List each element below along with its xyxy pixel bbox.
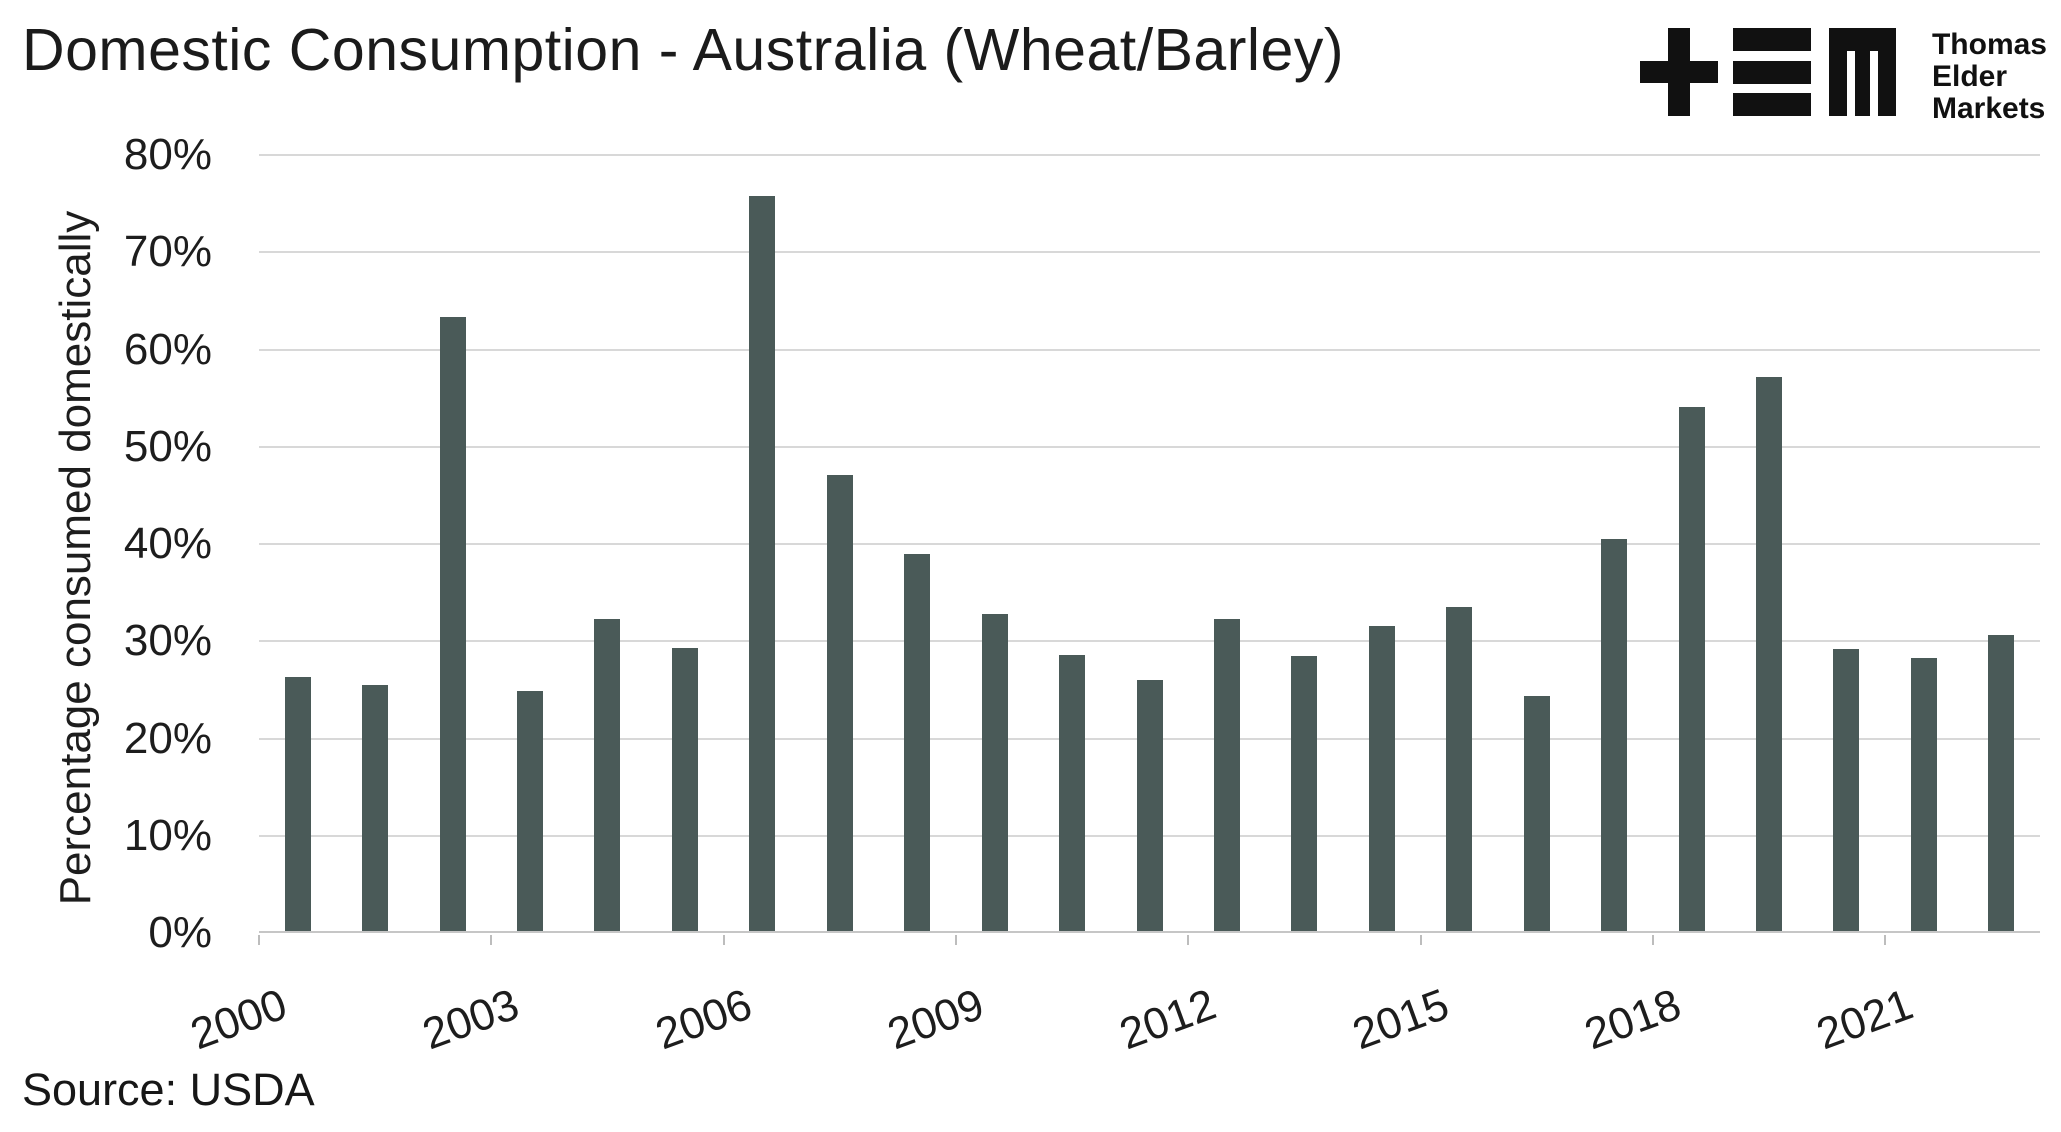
bar-2022 xyxy=(1988,635,2015,931)
bar-2011 xyxy=(1136,680,1163,931)
gridline xyxy=(259,251,2040,254)
bar-stroke xyxy=(1732,60,1811,84)
x-tick-label: 2012 xyxy=(1113,979,1223,1060)
x-tick-mark xyxy=(258,935,260,945)
bar-2015 xyxy=(1446,607,1473,931)
tem-logo-triple-bar-icon xyxy=(1732,28,1811,116)
x-tick-label: 2009 xyxy=(881,979,991,1060)
bar-2002 xyxy=(439,317,466,931)
gridline xyxy=(259,543,2040,545)
y-tick-label: 30% xyxy=(123,616,212,666)
x-tick-mark xyxy=(1651,935,1654,945)
x-tick-label: 2015 xyxy=(1345,979,1455,1060)
gridline xyxy=(259,154,2040,156)
y-axis-labels: 0% 10% 20% 30% 40% 50% 60% 70% 80% xyxy=(0,130,212,957)
logo-line-markets: Markets xyxy=(1931,92,2046,125)
tem-logo: Thomas Elder Markets xyxy=(1639,28,2047,125)
x-tick-label: 2021 xyxy=(1810,979,1920,1060)
x-tick-mark xyxy=(954,935,957,945)
x-tick-mark xyxy=(490,935,493,945)
bar-2021 xyxy=(1910,657,1937,931)
bar-2007 xyxy=(826,474,853,931)
x-tick-mark xyxy=(722,935,725,945)
bar-2004 xyxy=(594,618,621,931)
y-tick-label: 40% xyxy=(123,519,212,568)
bar-2017 xyxy=(1601,539,1628,931)
source-note: Source: USDA xyxy=(22,1064,315,1115)
bar-2009 xyxy=(981,613,1008,931)
logo-line-elder: Elder xyxy=(1931,60,2007,93)
bar-2012 xyxy=(1213,618,1240,931)
x-tick-label: 2006 xyxy=(649,979,758,1060)
bar-stroke xyxy=(1732,93,1811,116)
chart-title: Domestic Consumption - Australia (Wheat/… xyxy=(22,17,1344,83)
y-tick-label: 20% xyxy=(123,713,212,763)
plot-area xyxy=(259,154,2040,933)
y-tick-label: 50% xyxy=(123,421,212,471)
bar-2008 xyxy=(904,553,931,931)
bar-2016 xyxy=(1523,695,1550,931)
y-tick-label: 80% xyxy=(123,130,212,179)
bar-2001 xyxy=(362,684,389,931)
y-tick-label: 60% xyxy=(123,324,212,374)
y-tick-label: 10% xyxy=(123,810,212,860)
bar-2005 xyxy=(671,648,698,931)
bar-2020 xyxy=(1833,648,1860,931)
bar-2003 xyxy=(517,690,544,931)
gridline xyxy=(259,445,2040,448)
y-tick-label: 0% xyxy=(148,908,212,957)
bar-stroke xyxy=(1732,28,1811,51)
x-tick-mark xyxy=(1419,935,1422,945)
tem-logo-wordmark: Thomas Elder Markets xyxy=(1932,28,2047,125)
gridline xyxy=(259,640,2040,643)
x-tick-mark xyxy=(1187,935,1190,945)
plus-horizontal-bar xyxy=(1639,61,1718,83)
x-tick-mark xyxy=(1884,935,1887,945)
logo-line-thomas: Thomas xyxy=(1931,28,2047,61)
bar-2006 xyxy=(749,195,776,931)
m-notch xyxy=(1846,51,1855,116)
bar-2018 xyxy=(1678,406,1705,931)
x-axis: 2000 2003 2006 2009 2012 2015 2018 2021 xyxy=(184,935,2040,1095)
tem-logo-m-icon xyxy=(1828,28,1896,116)
bar-2019 xyxy=(1755,376,1782,931)
bar-2000 xyxy=(284,677,311,931)
bar-2010 xyxy=(1059,654,1086,931)
tem-logo-plus-icon xyxy=(1639,28,1718,116)
bar-2014 xyxy=(1368,625,1395,931)
x-tick-label: 2003 xyxy=(416,979,526,1060)
x-tick-label: 2000 xyxy=(184,979,294,1060)
y-tick-label: 70% xyxy=(123,227,212,277)
bar-2013 xyxy=(1291,655,1318,931)
x-tick-label: 2018 xyxy=(1578,979,1688,1060)
m-notch xyxy=(1869,51,1878,116)
gridline xyxy=(259,348,2040,351)
